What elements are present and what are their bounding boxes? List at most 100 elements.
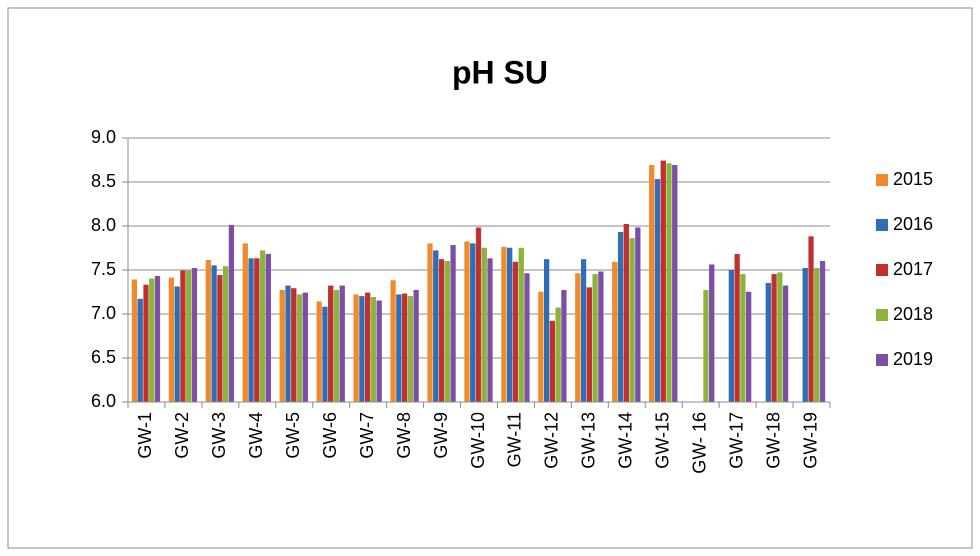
bar (228, 224, 235, 403)
x-tick-label: GW-8 (394, 412, 414, 459)
legend-swatch (876, 174, 888, 186)
bar (740, 274, 746, 403)
bar (586, 287, 592, 403)
bar (401, 293, 408, 403)
bar (703, 289, 709, 403)
bar (814, 267, 820, 403)
bar (746, 291, 752, 403)
bar (561, 289, 567, 403)
bar (149, 278, 155, 403)
legend-swatch (876, 219, 888, 231)
bar (316, 301, 322, 403)
bar (555, 307, 561, 403)
bar (512, 261, 519, 403)
bar (649, 165, 655, 403)
bar (672, 165, 678, 403)
bar (433, 250, 439, 403)
bar (660, 160, 666, 403)
x-tick-label: GW-2 (172, 412, 192, 459)
bar (623, 223, 629, 403)
bar (629, 238, 635, 403)
bar (612, 261, 618, 403)
x-tick-label: GW-7 (357, 412, 377, 459)
bar (617, 231, 624, 403)
bar (808, 236, 814, 403)
x-tick-label: GW-6 (320, 412, 340, 459)
bar (427, 243, 433, 403)
bar (654, 179, 661, 403)
bar (205, 260, 211, 403)
bar (464, 241, 470, 403)
bar (279, 289, 285, 403)
bar (444, 260, 450, 403)
bar (370, 297, 377, 403)
x-tick-label: GW-14 (616, 412, 636, 469)
bar (259, 250, 266, 403)
legend-label: 2017 (893, 259, 933, 279)
x-tick-label: GW-13 (579, 412, 599, 469)
x-tick-label: GW-12 (542, 412, 562, 469)
bar (728, 269, 734, 403)
bar (635, 227, 641, 403)
x-tick-label: GW-5 (283, 412, 303, 459)
legend-label: 2015 (893, 169, 933, 189)
x-tick-label: GW-10 (468, 412, 488, 469)
bar (771, 274, 777, 403)
bar (407, 296, 414, 403)
x-tick-label: GW-4 (246, 412, 266, 459)
bar (168, 277, 175, 403)
bar (543, 259, 550, 403)
bar (174, 286, 180, 403)
x-tick-label: GW-19 (800, 412, 820, 469)
bar (376, 300, 382, 403)
bar (765, 282, 771, 403)
bar (450, 245, 456, 403)
y-tick-label: 8.5 (91, 171, 116, 191)
bar (475, 227, 482, 403)
bar (154, 275, 161, 403)
bar (709, 264, 715, 403)
bar (254, 258, 260, 403)
x-tick-label: GW-11 (505, 412, 525, 467)
bar (137, 298, 143, 403)
bar (390, 280, 396, 403)
bar (598, 271, 604, 403)
bar (501, 246, 507, 403)
legend-swatch (876, 264, 888, 276)
bar (359, 296, 365, 403)
legend-label: 2016 (893, 214, 933, 234)
bar (353, 294, 359, 403)
bar (217, 275, 223, 403)
bar (777, 272, 783, 403)
x-tick-label: GW-18 (763, 412, 783, 469)
legend-label: 2018 (893, 304, 933, 324)
x-tick-label: GW- 16 (689, 412, 709, 474)
bar (518, 247, 524, 403)
bar (819, 260, 826, 403)
bar (223, 266, 229, 403)
x-tick-label: GW-1 (135, 412, 155, 459)
bar (538, 291, 544, 403)
x-tick-label: GW-3 (209, 412, 229, 459)
bar (666, 163, 672, 403)
chart-title: pH SU (452, 54, 548, 90)
x-tick-label: GW-17 (726, 412, 746, 469)
bar (131, 279, 138, 403)
bar (365, 292, 371, 403)
bar (524, 273, 530, 403)
bar (242, 243, 248, 403)
bar (333, 289, 340, 403)
bar (143, 284, 149, 403)
bar (322, 306, 328, 403)
bar (549, 320, 556, 403)
bar (580, 259, 587, 403)
bar (507, 247, 513, 403)
bar (575, 273, 581, 403)
bar (734, 253, 740, 403)
y-tick-label: 6.5 (91, 347, 116, 367)
y-tick-label: 9.0 (91, 127, 116, 147)
bar (191, 267, 198, 403)
bar (211, 265, 217, 403)
bar (481, 247, 487, 403)
bar (180, 270, 186, 403)
